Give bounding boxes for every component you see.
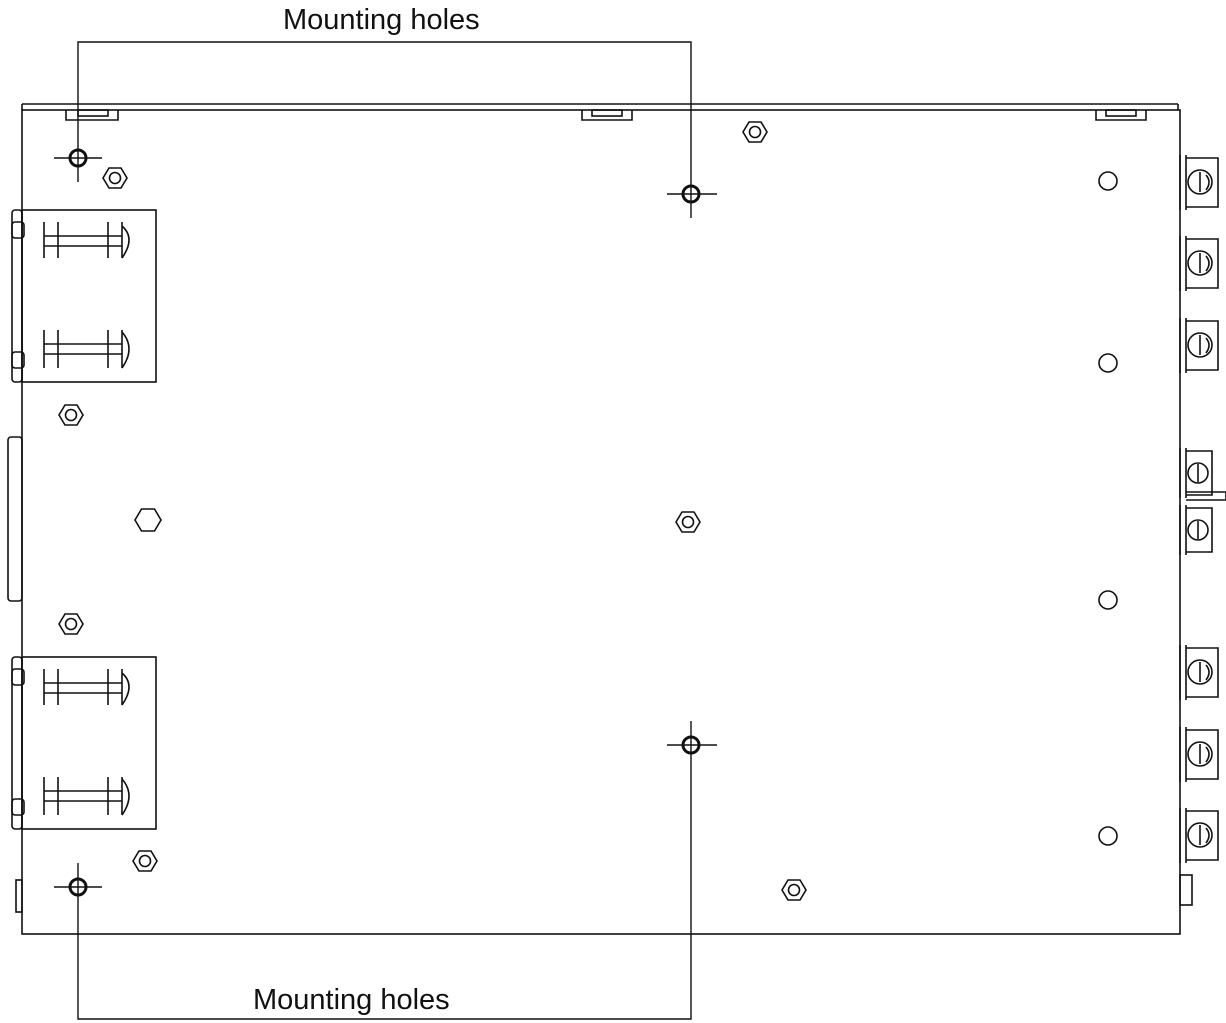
mounting-holes xyxy=(54,136,717,911)
hex-standoff-5 xyxy=(58,613,84,635)
terminal-6 xyxy=(1179,645,1219,700)
hex-standoff-6 xyxy=(132,850,158,872)
hole-right-1 xyxy=(1098,171,1118,191)
terminal-5 xyxy=(1179,505,1213,555)
mounting-hole-top-left xyxy=(54,136,102,182)
hex-standoff-7 xyxy=(781,879,807,901)
right-side-holes xyxy=(1098,171,1118,846)
callout-leader-lines xyxy=(77,41,692,1020)
hex-standoff-2 xyxy=(102,167,128,189)
hole-right-4 xyxy=(1098,826,1118,846)
terminal-connectors xyxy=(1179,155,1226,906)
mounting-holes-label-bottom: Mounting holes xyxy=(253,984,450,1016)
terminal-3 xyxy=(1179,318,1219,373)
terminal-1 xyxy=(1179,155,1219,210)
mounting-hole-bottom-left xyxy=(54,863,102,911)
terminal-7 xyxy=(1179,727,1219,782)
terminal-2 xyxy=(1179,236,1219,291)
mounting-hole-top-middle xyxy=(667,170,717,218)
terminal-4 xyxy=(1179,448,1226,501)
hex-standoff-3 xyxy=(58,404,84,426)
mounting-holes-label-top: Mounting holes xyxy=(283,4,480,36)
fan-module-lower xyxy=(11,656,157,830)
hex-standoffs xyxy=(58,121,807,901)
leader-line-top xyxy=(77,41,692,170)
terminal-8 xyxy=(1179,808,1219,863)
hole-right-3 xyxy=(1098,590,1118,610)
leader-line-bottom xyxy=(77,769,692,1020)
hole-right-2 xyxy=(1098,353,1118,373)
hex-standoff-plain xyxy=(134,508,162,532)
fan-module-upper xyxy=(11,209,157,383)
hex-standoff-1 xyxy=(742,121,768,143)
chassis-plate xyxy=(7,103,1181,935)
hex-standoff-4 xyxy=(675,511,701,533)
mounting-hole-bottom-middle xyxy=(667,721,717,769)
terminal-small-tab xyxy=(1179,874,1193,906)
